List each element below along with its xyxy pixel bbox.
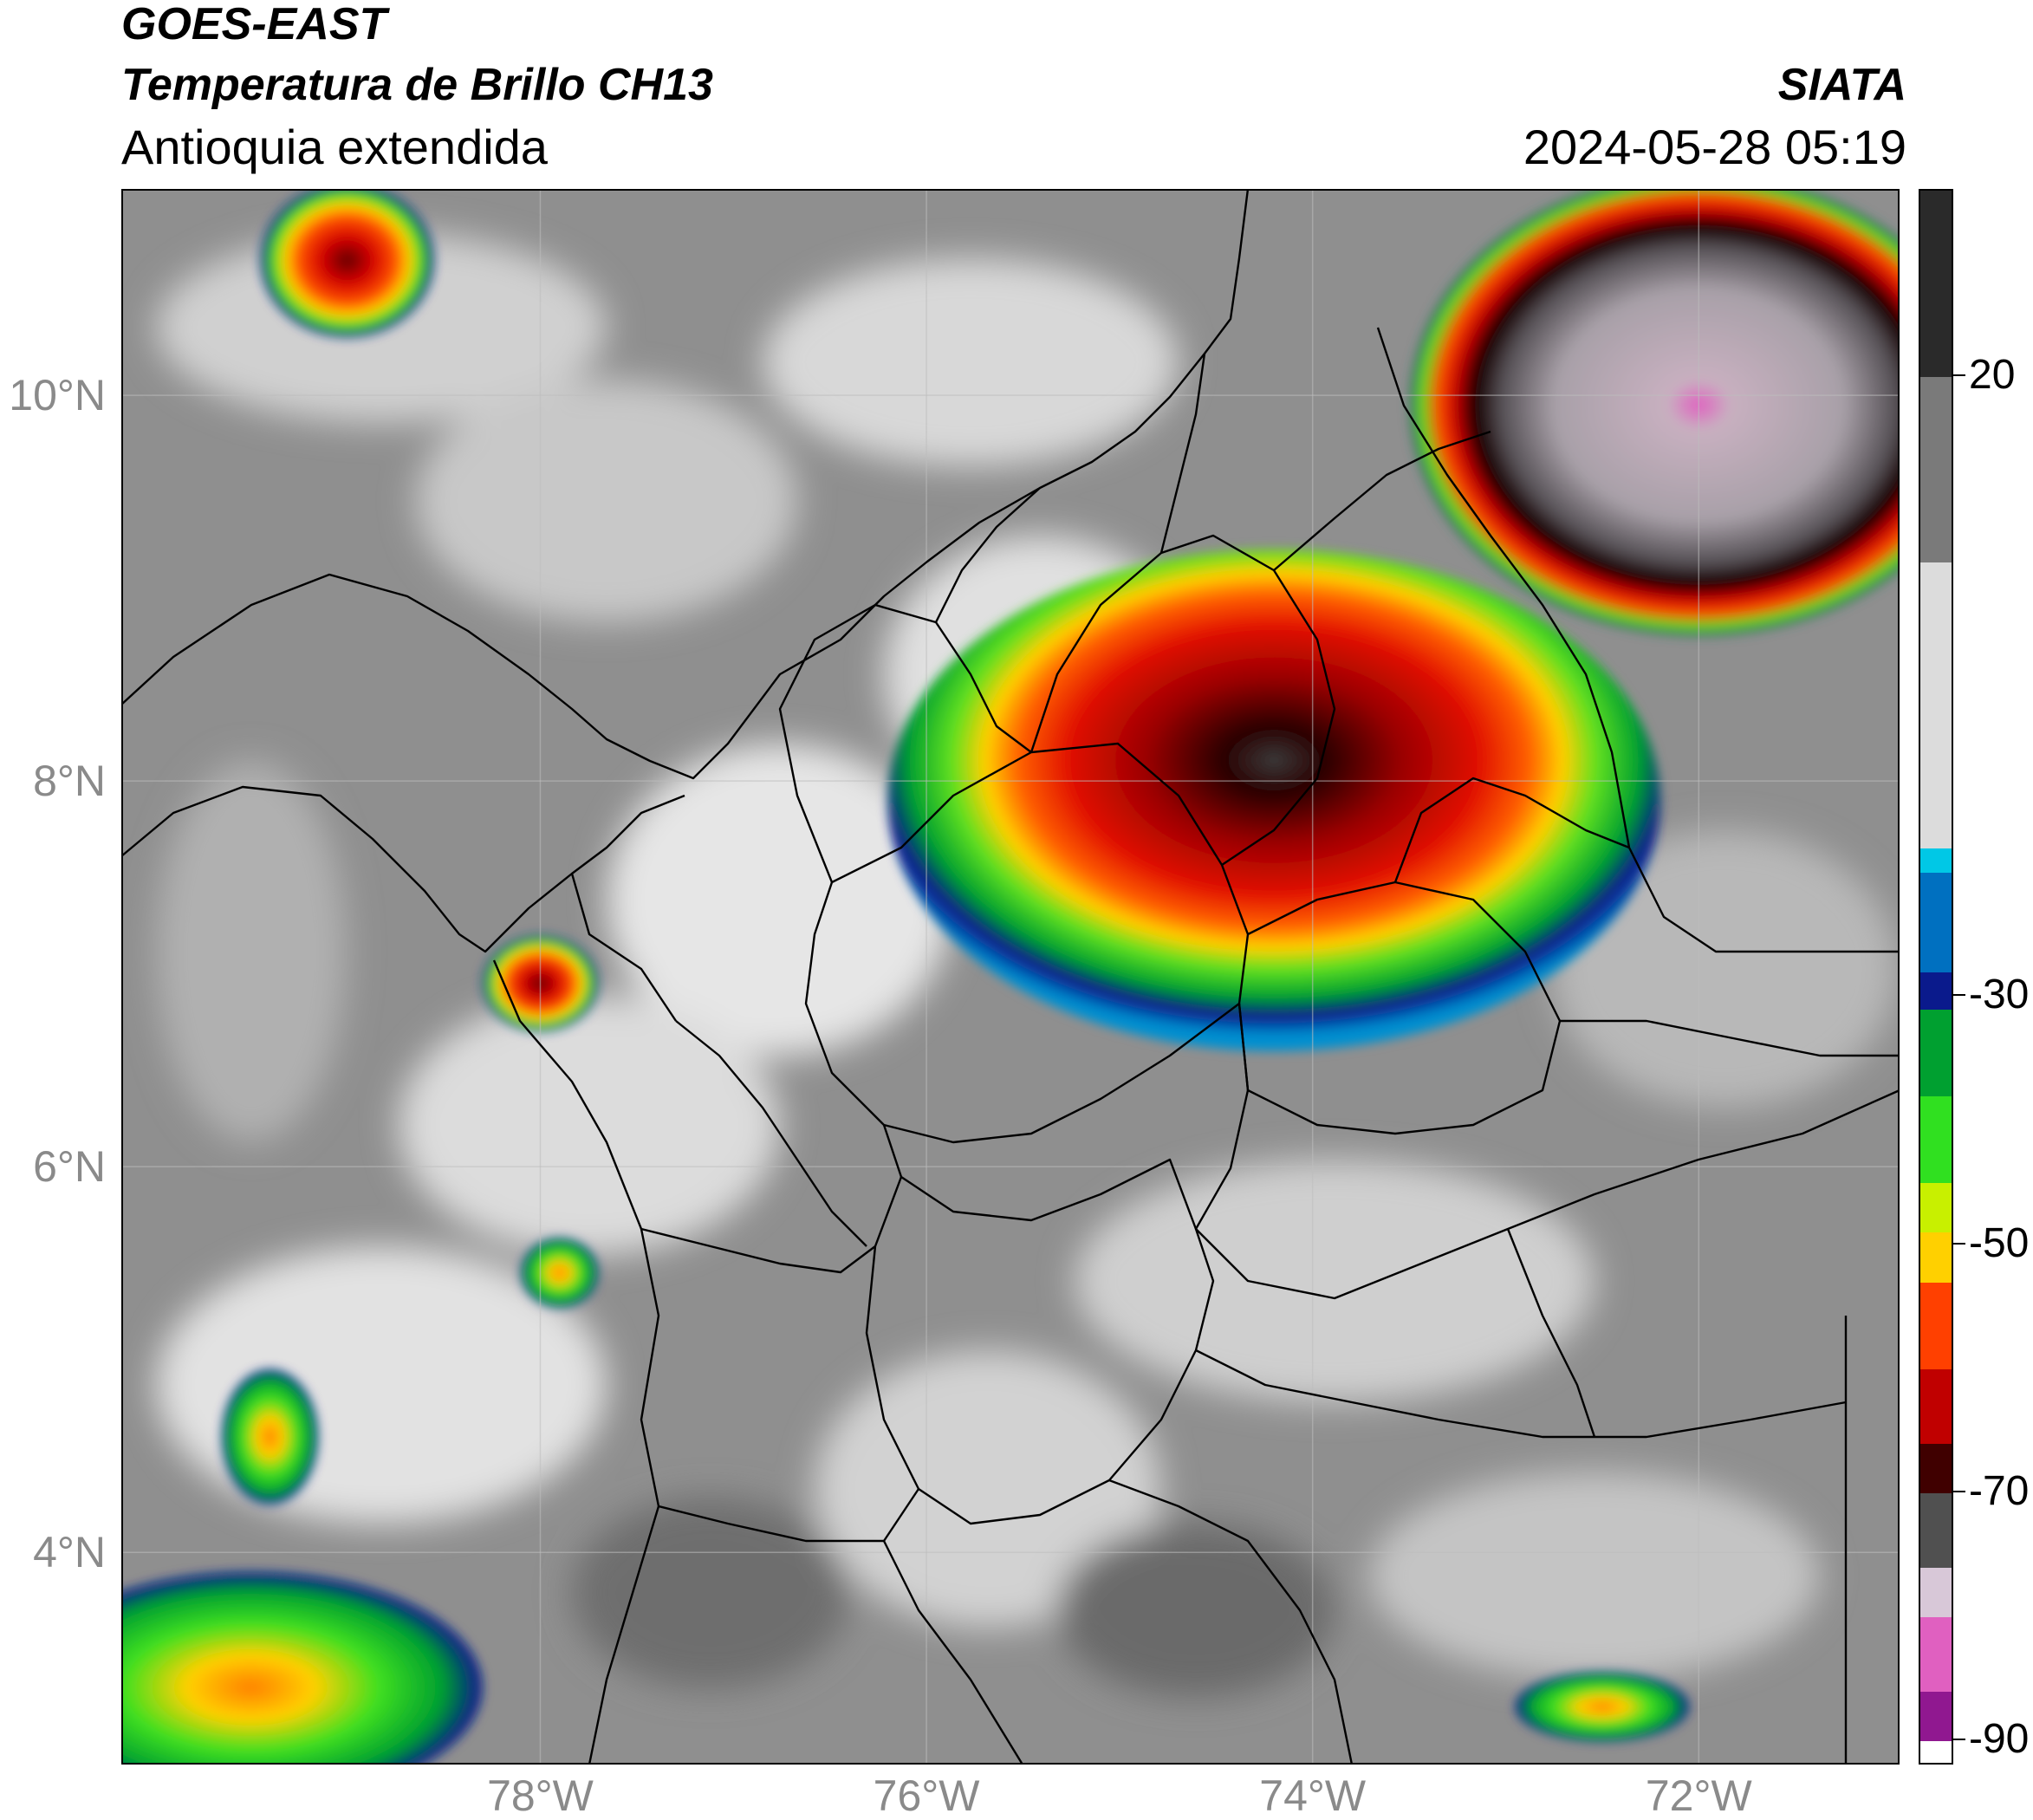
satellite-title: GOES-EAST <box>121 0 387 49</box>
satellite-map <box>121 189 1900 1765</box>
boundaries <box>121 189 1900 1765</box>
coastline-panama <box>121 785 685 953</box>
dept-arauca <box>1560 1019 1900 1057</box>
dept-tolima <box>865 1176 1215 1525</box>
border-panama-colombia <box>570 873 677 1022</box>
storm-ellipse-6 <box>1515 1672 1690 1742</box>
colorbar-label-minus50: -50 <box>1969 1219 2030 1266</box>
lon-label-76w: 76°W <box>873 1771 980 1820</box>
colorbar-segment-11 <box>1920 1368 1952 1445</box>
dept-norte-santander <box>1393 777 1630 883</box>
colorbar-label-minus70: -70 <box>1969 1468 2030 1515</box>
storm-layer <box>121 189 1900 1765</box>
colorbar-segment-15 <box>1920 1617 1952 1693</box>
storm-ellipse-0 <box>887 549 1660 1051</box>
dept-huila <box>882 1540 1024 1765</box>
temperature-colorbar <box>1919 189 1953 1765</box>
coastline-caribbean <box>121 189 1250 780</box>
map-canvas <box>121 189 1900 1765</box>
colorbar-segment-9 <box>1920 1232 1952 1284</box>
colorbar-segment-12 <box>1920 1443 1952 1495</box>
colorbar-segment-4 <box>1920 873 1952 973</box>
colorbar-segment-3 <box>1920 848 1952 874</box>
dept-choco <box>675 1020 867 1247</box>
dept-santander <box>1237 881 1562 1135</box>
border-colombia-venezuela <box>1376 327 1900 953</box>
dept-cauca <box>658 1488 919 1543</box>
colorbar-segment-13 <box>1920 1493 1952 1569</box>
colorbar-tick-20 <box>1953 374 1965 376</box>
lat-label-10n: 10°N <box>9 371 106 420</box>
dept-valle <box>640 1227 876 1274</box>
lon-label-72w: 72°W <box>1645 1771 1752 1820</box>
region-subtitle: Antioquia extendida <box>121 120 548 174</box>
colorbar-tick-minus70 <box>1953 1491 1965 1493</box>
dept-cundinamarca <box>1108 1479 1354 1765</box>
dept-cesar <box>1273 430 1491 571</box>
dept-casanare <box>1506 1228 1596 1438</box>
cloud-texture-layer <box>156 232 1898 1697</box>
colorbar-segment-16 <box>1920 1692 1952 1743</box>
organization-label: SIATA <box>1777 60 1906 110</box>
colorbar-segment-7 <box>1920 1095 1952 1185</box>
storm-ellipse-4 <box>121 1571 483 1765</box>
dept-meta <box>1195 1349 1847 1439</box>
colorbar-segment-6 <box>1920 1009 1952 1097</box>
colorbar-segment-1 <box>1920 376 1952 564</box>
storm-cell-2 <box>260 189 434 338</box>
storm-ellipse-7 <box>521 1238 599 1308</box>
colorbar-segment-10 <box>1920 1282 1952 1370</box>
coastline-pacific <box>492 959 660 1765</box>
storm-cell-5 <box>221 1368 319 1505</box>
datetime-label: 2024-05-28 05:19 <box>1523 120 1906 174</box>
dept-sucre <box>934 487 1041 623</box>
map-frame <box>121 189 1900 1765</box>
lat-label-4n: 4°N <box>33 1528 106 1577</box>
colorbar-segment-2 <box>1920 562 1952 849</box>
storm-cell-4 <box>121 1571 483 1765</box>
storm-cell-7 <box>521 1238 599 1308</box>
colorbar-segment-17 <box>1920 1741 1952 1763</box>
lat-label-6n: 6°N <box>33 1142 106 1192</box>
colorbar-label-minus30: -30 <box>1969 972 2030 1018</box>
colorbar-segment-8 <box>1920 1183 1952 1234</box>
title-block: GOES-EAST Temperatura de Brillo CH13 Ant… <box>121 0 1906 182</box>
colorbar-label-20: 20 <box>1969 351 2016 398</box>
storm-cell-1 <box>1409 189 1900 637</box>
dept-boyaca <box>1194 1003 1900 1300</box>
storm-cell-6 <box>1515 1672 1690 1742</box>
dept-antioquia <box>804 742 1250 1144</box>
storm-ellipse-1 <box>1409 189 1900 637</box>
lat-label-8n: 8°N <box>33 757 106 806</box>
colorbar-tick-minus30 <box>1953 994 1965 997</box>
lon-label-74w: 74°W <box>1259 1771 1367 1820</box>
graticule <box>121 189 1900 1765</box>
dept-magdalena <box>1159 353 1206 554</box>
colorbar-label-minus90: -90 <box>1969 1716 2030 1763</box>
colorbar-segment-5 <box>1920 972 1952 1011</box>
colorbar-segment-0 <box>1920 191 1952 378</box>
storm-cell-0 <box>887 549 1660 1051</box>
dept-cordoba <box>778 603 1032 883</box>
product-title: Temperatura de Brillo CH13 <box>121 60 713 110</box>
storm-ellipse-2 <box>260 189 434 338</box>
lon-label-78w: 78°W <box>487 1771 594 1820</box>
colorbar-segment-14 <box>1920 1567 1952 1619</box>
colorbar-tick-minus90 <box>1953 1739 1965 1741</box>
storm-ellipse-5 <box>221 1368 319 1505</box>
colorbar-tick-minus50 <box>1953 1242 1965 1245</box>
